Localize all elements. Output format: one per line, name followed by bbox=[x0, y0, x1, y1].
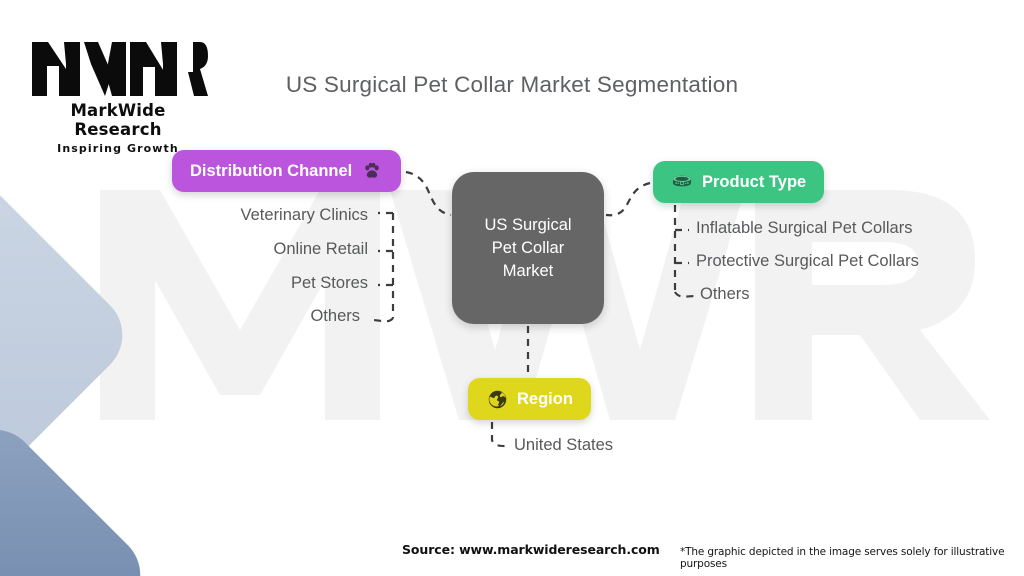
connector-product bbox=[605, 181, 651, 217]
connector-distribution bbox=[405, 170, 452, 217]
watermark-mwr bbox=[100, 190, 990, 420]
pet-collar-icon bbox=[671, 171, 693, 193]
paw-icon bbox=[361, 160, 383, 182]
leaf-veterinary-clinics[interactable]: Veterinary Clinics bbox=[240, 206, 368, 224]
leaf-product-others[interactable]: Others bbox=[700, 285, 750, 303]
leaf-pet-stores[interactable]: Pet Stores bbox=[290, 274, 368, 292]
leaf-online-retail[interactable]: Online Retail bbox=[273, 240, 368, 258]
logo-mark-mwr bbox=[32, 42, 208, 96]
leaf-inflatable-collars[interactable]: Inflatable Surgical Pet Collars bbox=[696, 219, 913, 237]
leaf-protective-collars[interactable]: Protective Surgical Pet Collars bbox=[696, 252, 919, 270]
branch-distribution-channel[interactable]: Distribution Channel bbox=[172, 150, 402, 192]
leaf-distribution-others[interactable]: Others bbox=[310, 307, 360, 325]
center-node[interactable]: US Surgical Pet Collar Market bbox=[452, 172, 604, 324]
center-node-label: US Surgical Pet Collar Market bbox=[484, 215, 572, 280]
branch-label-product: Product Type bbox=[702, 172, 807, 191]
branch-label-region: Region bbox=[517, 389, 573, 408]
globe-icon bbox=[486, 388, 508, 410]
branch-product-type[interactable]: Product Type bbox=[653, 161, 825, 203]
disclaimer-text: *The graphic depicted in the image serve… bbox=[680, 546, 1005, 570]
branch-region[interactable]: Region bbox=[468, 378, 591, 420]
source-text: Source: www.markwideresearch.com bbox=[402, 542, 660, 557]
page-title: US Surgical Pet Collar Market Segmentati… bbox=[285, 72, 739, 97]
leaf-united-states[interactable]: United States bbox=[514, 436, 614, 454]
brand-logo: MarkWide Research Inspiring Growth bbox=[28, 34, 208, 155]
brand-name: MarkWide Research bbox=[70, 101, 166, 139]
brand-tagline: Inspiring Growth bbox=[57, 142, 179, 155]
branch-label-distribution: Distribution Channel bbox=[190, 161, 353, 180]
